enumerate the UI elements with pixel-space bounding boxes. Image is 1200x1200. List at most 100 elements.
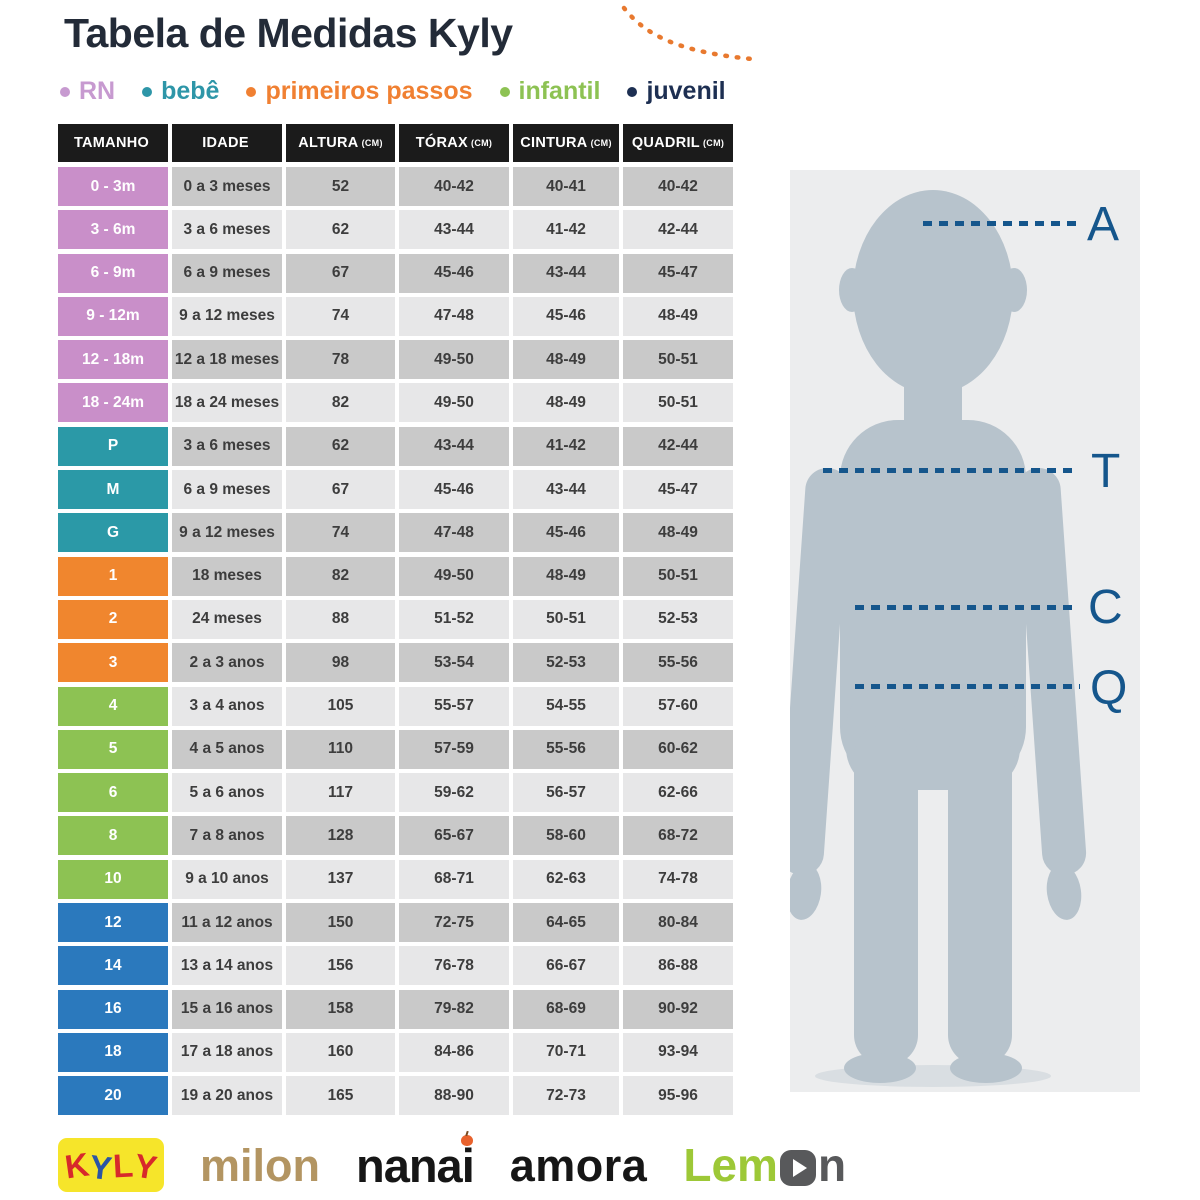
table-row: 4 3 a 4 anos 105 55-57 54-55 57-60 <box>58 686 734 726</box>
table-row: 6 - 9m 6 a 9 meses 67 45-46 43-44 45-47 <box>58 253 734 293</box>
altura-cell: 98 <box>286 643 395 683</box>
play-triangle-icon <box>792 1159 807 1177</box>
torax-cell: 76-78 <box>399 946 509 986</box>
cintura-cell: 55-56 <box>513 729 619 769</box>
size-cell: 2 <box>58 599 168 639</box>
cintura-cell: 52-53 <box>513 643 619 683</box>
legend-item-infantil: infantil <box>499 79 600 104</box>
table-row: 5 4 a 5 anos 110 57-59 55-56 60-62 <box>58 729 734 769</box>
quadril-cell: 45-47 <box>623 253 733 293</box>
quadril-cell: 95-96 <box>623 1076 733 1116</box>
size-cell: 14 <box>58 946 168 986</box>
cintura-cell: 48-49 <box>513 556 619 596</box>
size-cell: 18 <box>58 1032 168 1072</box>
size-table: TAMANHO IDADE ALTURA (CM) TÓRAX (CM) CINTU… <box>58 124 734 1116</box>
torax-cell: 49-50 <box>399 556 509 596</box>
age-cell: 12 a 18 meses <box>172 340 282 380</box>
table-row: 6 5 a 6 anos 117 59-62 56-57 62-66 <box>58 773 734 813</box>
age-cell: 13 a 14 anos <box>172 946 282 986</box>
altura-cell: 110 <box>286 729 395 769</box>
column-header-torax: TÓRAX (CM) <box>399 124 509 162</box>
cintura-cell: 58-60 <box>513 816 619 856</box>
age-cell: 9 a 10 anos <box>172 859 282 899</box>
column-header-label: TÓRAX <box>415 135 469 151</box>
kyly-logo: K Y L Y <box>58 1138 164 1192</box>
age-cell: 11 a 12 anos <box>172 903 282 943</box>
cintura-cell: 41-42 <box>513 210 619 250</box>
apple-icon <box>460 1134 473 1146</box>
altura-cell: 74 <box>286 513 395 553</box>
age-cell: 0 a 3 meses <box>172 167 282 206</box>
quadril-cell: 57-60 <box>623 686 733 726</box>
table-row: 12 11 a 12 anos 150 72-75 64-65 80-84 <box>58 903 734 943</box>
cintura-cell: 45-46 <box>513 296 619 336</box>
torax-cell: 43-44 <box>399 210 509 250</box>
table-row: 18 17 a 18 anos 160 84-86 70-71 93-94 <box>58 1032 734 1072</box>
age-cell: 18 meses <box>172 556 282 596</box>
silhouette-leg-right <box>948 725 1012 1065</box>
size-cell: 5 <box>58 729 168 769</box>
size-cell: M <box>58 470 168 510</box>
cintura-cell: 48-49 <box>513 340 619 380</box>
table-row: 12 - 18m 12 a 18 meses 78 49-50 48-49 50… <box>58 340 734 380</box>
quadril-cell: 93-94 <box>623 1032 733 1072</box>
measure-letter-torax: T <box>1091 445 1121 498</box>
size-cell: 4 <box>58 686 168 726</box>
column-header-cintura: CINTURA (CM) <box>513 124 619 162</box>
figure-panel: A T C Q <box>790 170 1140 1092</box>
bullet-icon <box>246 86 257 97</box>
age-cell: 3 a 6 meses <box>172 210 282 250</box>
torax-cell: 88-90 <box>399 1076 509 1116</box>
altura-cell: 117 <box>286 773 395 813</box>
size-cell: 0 - 3m <box>58 167 168 206</box>
column-header-label: TAMANHO <box>73 135 150 151</box>
age-cell: 2 a 3 anos <box>172 643 282 683</box>
measure-letter-quadril: Q <box>1090 662 1128 715</box>
age-cell: 6 a 9 meses <box>172 470 282 510</box>
kyly-logo-letter: Y <box>131 1145 160 1186</box>
amora-logo: amora <box>509 1139 648 1191</box>
altura-cell: 165 <box>286 1076 395 1116</box>
size-cell: 12 <box>58 903 168 943</box>
lemon-logo: Lem n <box>683 1142 846 1188</box>
altura-cell: 74 <box>286 296 395 336</box>
torax-cell: 57-59 <box>399 729 509 769</box>
column-header-label: QUADRIL <box>631 135 700 151</box>
table-row: 0 - 3m 0 a 3 meses 52 40-42 40-41 40-42 <box>58 167 734 206</box>
quadril-cell: 60-62 <box>623 729 733 769</box>
kyly-logo-letter: Y <box>87 1147 115 1187</box>
column-header-altura: ALTURA (CM) <box>286 124 395 162</box>
quadril-cell: 50-51 <box>623 383 733 423</box>
torax-cell: 45-46 <box>399 470 509 510</box>
measure-line-altura <box>923 221 1078 226</box>
size-cell: 12 - 18m <box>58 340 168 380</box>
lemon-logo-suffix: n <box>817 1139 847 1191</box>
quadril-cell: 50-51 <box>623 556 733 596</box>
cintura-cell: 54-55 <box>513 686 619 726</box>
size-cell: 8 <box>58 816 168 856</box>
torax-cell: 72-75 <box>399 903 509 943</box>
quadril-cell: 68-72 <box>623 816 733 856</box>
size-cell: 9 - 12m <box>58 296 168 336</box>
legend-item-rn: RN <box>60 79 115 104</box>
silhouette-head <box>853 190 1013 394</box>
size-cell: 10 <box>58 859 168 899</box>
age-cell: 18 a 24 meses <box>172 383 282 423</box>
altura-cell: 62 <box>286 426 395 466</box>
table-row: 1 18 meses 82 49-50 48-49 50-51 <box>58 556 734 596</box>
cintura-cell: 41-42 <box>513 426 619 466</box>
altura-cell: 78 <box>286 340 395 380</box>
column-header-unit: (CM) <box>590 138 612 148</box>
age-cell: 3 a 4 anos <box>172 686 282 726</box>
silhouette-foot-right <box>950 1053 1022 1083</box>
cintura-cell: 64-65 <box>513 903 619 943</box>
quadril-cell: 48-49 <box>623 296 733 336</box>
torax-cell: 59-62 <box>399 773 509 813</box>
altura-cell: 156 <box>286 946 395 986</box>
size-cell: 6 <box>58 773 168 813</box>
nanai-logo-text: nanai <box>356 1138 475 1192</box>
silhouette-arm-left <box>790 467 850 876</box>
measure-line-torax <box>823 468 1078 473</box>
quadril-cell: 80-84 <box>623 903 733 943</box>
